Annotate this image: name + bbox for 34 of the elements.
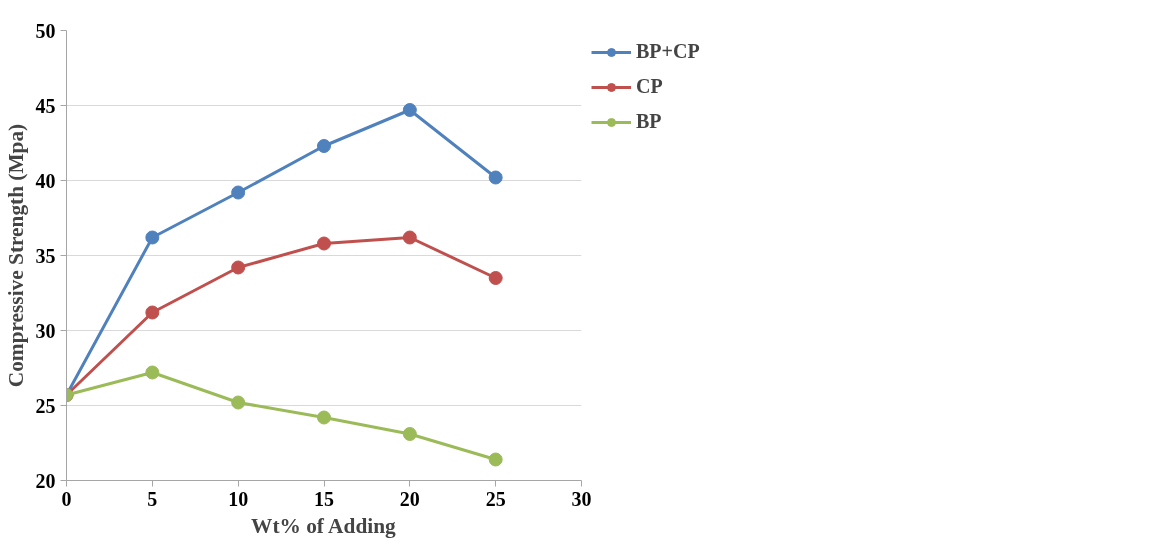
legend-label: CP xyxy=(636,75,663,98)
point xyxy=(402,427,417,441)
point xyxy=(488,452,503,467)
point xyxy=(402,103,417,117)
y-tick-label: 25 xyxy=(35,394,56,417)
x-tick-label: 20 xyxy=(399,487,420,510)
point xyxy=(317,410,331,425)
x-tick-label: 5 xyxy=(147,487,158,510)
point xyxy=(231,185,246,200)
point xyxy=(488,170,503,185)
y-tick-label: 30 xyxy=(35,319,56,342)
y-tick-label: 50 xyxy=(35,19,56,42)
point xyxy=(145,305,160,320)
point xyxy=(231,395,246,410)
x-axis-title: Wt% of Adding xyxy=(251,513,397,538)
y-tick-label: 35 xyxy=(35,244,56,267)
point xyxy=(145,365,160,380)
y-tick-label: 20 xyxy=(35,469,56,492)
x-tick-label: 15 xyxy=(314,487,334,510)
point xyxy=(402,230,417,245)
x-tick-label: 0 xyxy=(61,487,72,510)
x-tick-label: 30 xyxy=(571,487,592,510)
y-axis-title: Compressive Strength (Mpa) xyxy=(3,123,28,388)
x-tick-label: 25 xyxy=(485,487,506,510)
point xyxy=(317,139,331,153)
point xyxy=(317,236,331,251)
x-tick-label: 10 xyxy=(228,487,249,510)
point xyxy=(488,271,503,285)
y-tick-label: 45 xyxy=(35,94,56,117)
legend-label: BP xyxy=(636,110,662,133)
y-tick-label: 40 xyxy=(35,169,56,192)
legend-label: BP+CP xyxy=(636,40,700,63)
point xyxy=(231,260,246,275)
point xyxy=(145,230,160,245)
